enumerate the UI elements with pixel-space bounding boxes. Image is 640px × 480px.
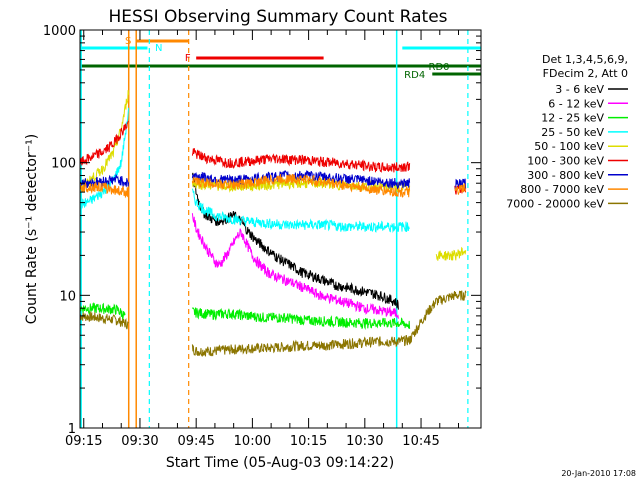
legend-label: 12 - 25 keV: [541, 112, 604, 125]
timestamp: 20-Jan-2010 17:08: [561, 469, 636, 478]
y-tick-label: 1000: [43, 24, 76, 39]
plot-frame: [79, 29, 482, 429]
legend-label: 6 - 12 keV: [548, 97, 604, 110]
y-tick-label: 10: [59, 289, 76, 304]
series-6-12kev: [191, 213, 399, 319]
legend-label: 25 - 50 keV: [541, 126, 604, 139]
flag-label-rd0: RD0: [429, 62, 450, 73]
series-line: [79, 120, 129, 166]
chart-title: HESSI Observing Summary Count Rates: [108, 7, 447, 27]
legend-header: FDecim 2, Att 0: [543, 67, 628, 80]
series-800-7000kev: [79, 173, 467, 199]
series-7000-20000kev: [79, 290, 467, 357]
series-line: [191, 307, 411, 331]
y-tick-label: 100: [51, 157, 76, 172]
series-line: [454, 178, 467, 190]
flag-label-s: S: [125, 36, 131, 47]
y-tick-label: 1: [68, 422, 76, 437]
x-tick-label: 09:15: [65, 434, 102, 449]
series-layer: [79, 90, 467, 357]
x-axis-label: Start Time (05-Aug-03 09:14:22): [166, 455, 394, 471]
series-line: [191, 213, 399, 319]
series-line: [191, 169, 411, 190]
series-line: [435, 246, 467, 262]
x-tick-label: 10:15: [290, 434, 327, 449]
series-line: [454, 182, 467, 195]
x-tick-label: 09:30: [121, 434, 158, 449]
series-line: [191, 188, 410, 234]
series-12-25kev: [79, 302, 411, 331]
x-tick-label: 10:00: [234, 434, 271, 449]
x-tick-label: 10:45: [402, 434, 439, 449]
series-line: [79, 181, 130, 199]
series-line: [191, 148, 411, 174]
legend-label: 100 - 300 keV: [527, 155, 604, 168]
series-line: [191, 290, 467, 357]
legend-label: 800 - 7000 keV: [520, 183, 604, 196]
legend-header: Det 1,3,4,5,6,9,: [542, 53, 628, 66]
legend: Det 1,3,4,5,6,9,FDecim 2, Att 0 3 - 6 keV…: [506, 53, 628, 210]
legend-label: 50 - 100 keV: [534, 140, 604, 153]
legend-label: 300 - 800 keV: [527, 169, 604, 182]
axes: 1 10 100 1000 09:15 09:30 09:45 10:00 10:15 10:30…: [43, 24, 482, 449]
legend-label: 7000 - 20000 keV: [506, 197, 604, 210]
plot-area: [80, 30, 481, 428]
series-line: [79, 302, 126, 320]
x-tick-label: 09:45: [177, 434, 214, 449]
series-line: [191, 173, 411, 198]
flag-label-rd4: RD4: [404, 70, 425, 81]
flag-label-n: N: [155, 43, 162, 54]
x-tick-label: 10:30: [346, 434, 383, 449]
flag-label-f: F: [185, 53, 191, 64]
y-axis-label: Count Rate (s⁻¹ detector⁻¹): [24, 134, 40, 324]
legend-label: 3 - 6 keV: [555, 83, 604, 96]
series-line: [79, 311, 129, 330]
